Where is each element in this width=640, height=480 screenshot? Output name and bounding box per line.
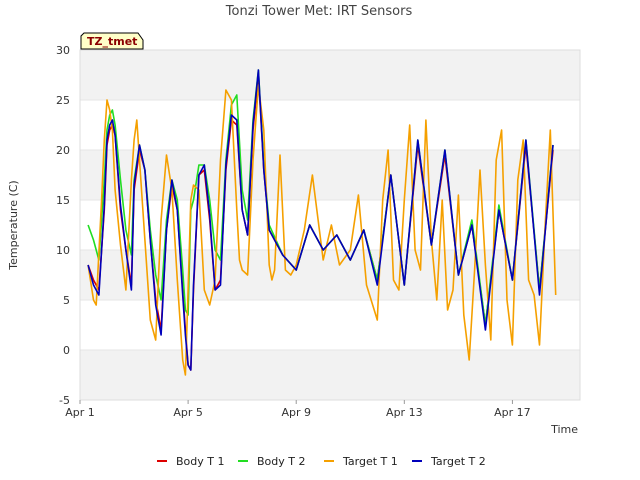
legend-item: Target T 2 — [412, 455, 486, 468]
series-lines — [87, 69, 557, 376]
legend-label: Target T 1 — [342, 455, 398, 468]
y-tick-label: 25 — [56, 94, 70, 107]
y-tick-label: 10 — [56, 244, 70, 257]
legend-item: Body T 1 — [157, 455, 224, 468]
badge-shape — [80, 32, 144, 50]
x-tick-label: Apr 1 — [65, 406, 95, 419]
x-axis-ticks: Apr 1 Apr 5 Apr 9 Apr 13 Apr 17 — [65, 400, 531, 419]
x-tick-label: Apr 5 — [173, 406, 203, 419]
plot-area-frame — [79, 49, 581, 401]
legend-item: Body T 2 — [238, 455, 305, 468]
x-tick-label: Apr 17 — [494, 406, 531, 419]
grid-band — [80, 150, 580, 200]
y-axis-label: Temperature (C) — [7, 180, 20, 270]
legend-label: Body T 1 — [176, 455, 224, 468]
chart-title: Tonzi Tower Met: IRT Sensors — [225, 4, 413, 19]
badge: TZ_tmet — [80, 32, 144, 50]
legend-label: Target T 2 — [430, 455, 486, 468]
x-axis-label: Time — [550, 423, 578, 436]
x-tick-label: Apr 9 — [281, 406, 311, 419]
y-tick-label: -5 — [59, 394, 70, 407]
legend-item: Target T 1 — [324, 455, 398, 468]
grid-band — [80, 350, 580, 400]
series-line-target-t-2 — [87, 69, 554, 371]
series-line-target-t-1 — [87, 84, 557, 376]
y-tick-label: 15 — [56, 194, 70, 207]
y-axis-ticks: -5 0 5 10 15 20 25 30 — [56, 44, 70, 407]
y-tick-label: 20 — [56, 144, 70, 157]
y-tick-label: 30 — [56, 44, 70, 57]
badge-label: TZ_tmet — [87, 35, 137, 48]
y-tick-label: 5 — [63, 294, 70, 307]
legend-label: Body T 2 — [257, 455, 305, 468]
grid-band — [80, 50, 580, 100]
y-tick-label: 0 — [63, 344, 70, 357]
legend: Body T 1 Body T 2 Target T 1 Target T 2 — [157, 455, 486, 468]
x-tick-label: Apr 13 — [386, 406, 423, 419]
